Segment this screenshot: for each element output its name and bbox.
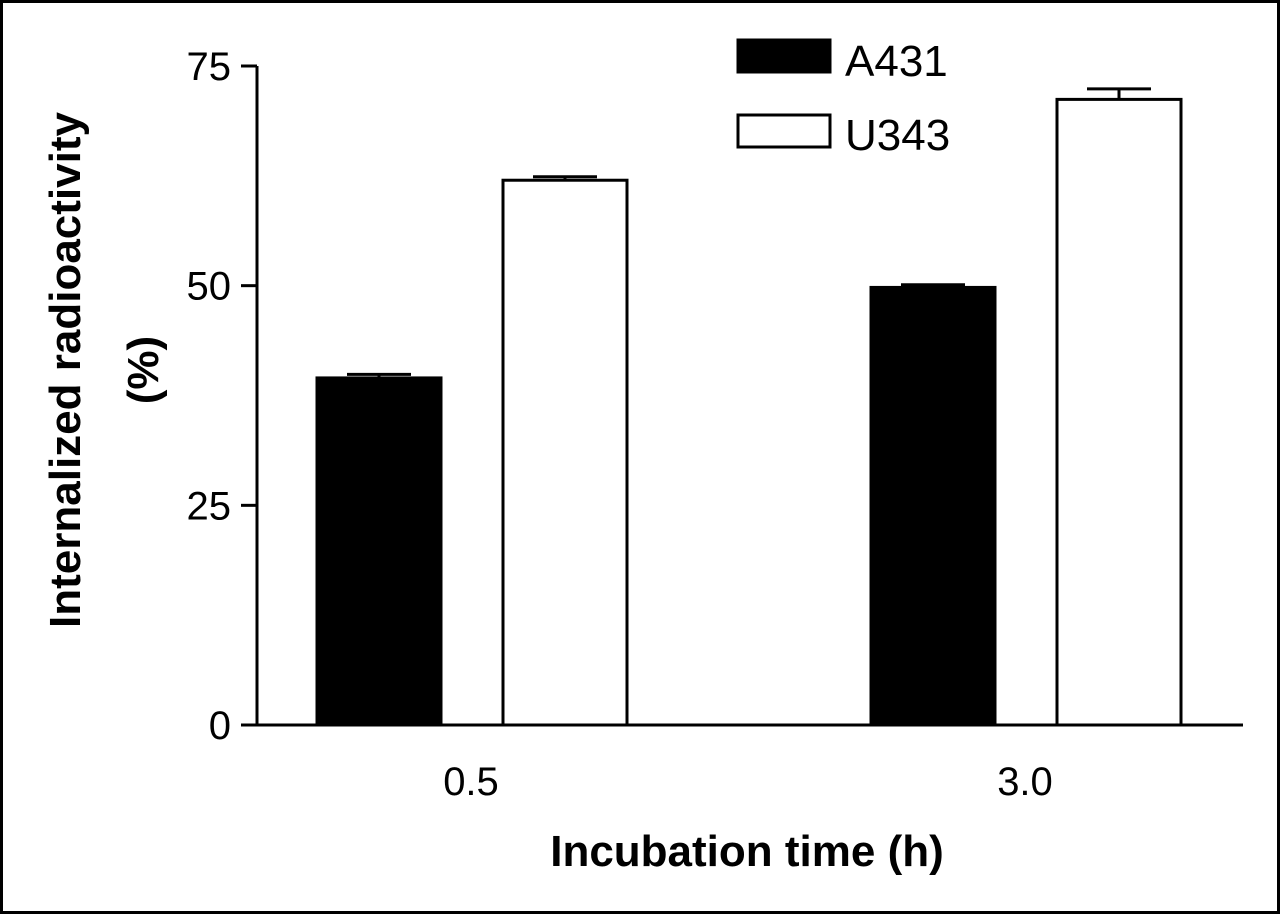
- bar-a431-3.0: [869, 285, 997, 727]
- x-tick-label: 0.5: [443, 760, 499, 804]
- y-tick-labels: 0 25 50 75: [187, 45, 232, 748]
- bar-a431-0.5: [315, 376, 443, 727]
- y-tick-label: 25: [187, 484, 232, 528]
- legend-swatch-a431: [736, 38, 832, 74]
- legend-label-a431: A431: [845, 37, 948, 86]
- y-axis-title-line2: (%): [119, 336, 168, 404]
- y-tick-label: 0: [209, 704, 231, 748]
- y-axis-title-line1: Internalized radioactivity: [41, 112, 90, 628]
- legend-label-u343: U343: [845, 111, 950, 160]
- x-tick-labels: 0.5 3.0: [443, 760, 1053, 804]
- x-tick-label: 3.0: [997, 760, 1053, 804]
- x-axis-title: Incubation time (h): [550, 827, 944, 876]
- bar-u343-3.0: [1055, 97, 1183, 727]
- bar-u343-0.5: [501, 178, 629, 727]
- bars: [315, 87, 1183, 727]
- y-tick-label: 50: [187, 265, 232, 309]
- y-tick-label: 75: [187, 45, 232, 89]
- legend: A431 U343: [736, 37, 950, 160]
- legend-swatch-u343: [736, 113, 832, 149]
